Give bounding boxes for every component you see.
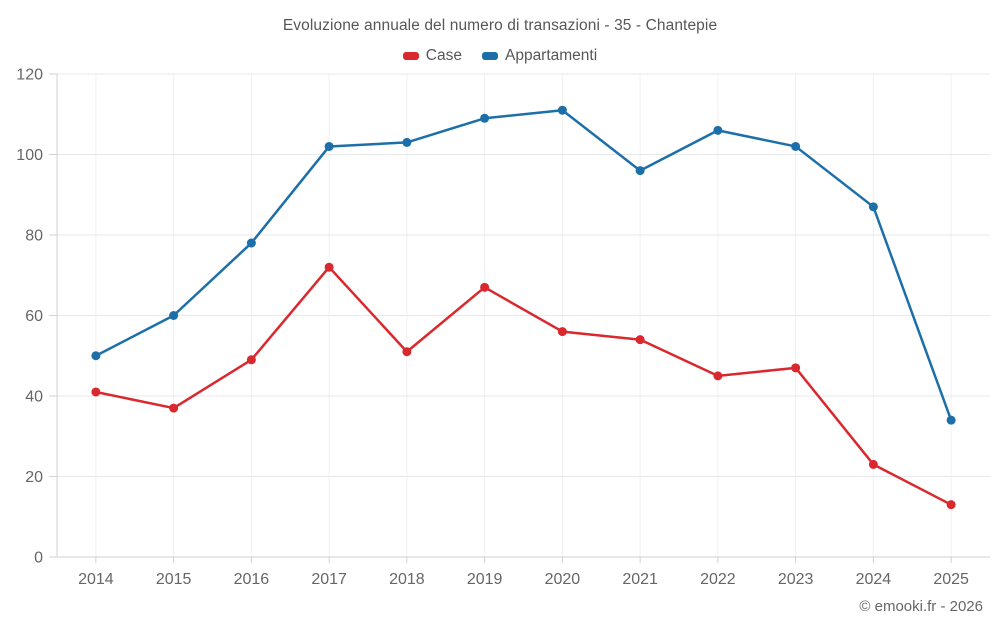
series-appartamenti: [91, 105, 956, 425]
data-point-appartamenti-2015[interactable]: [169, 311, 179, 320]
copyright-footer: © emooki.fr - 2026: [859, 598, 983, 615]
x-tick-label: 2020: [545, 571, 581, 588]
axes: [49, 73, 990, 563]
data-point-appartamenti-2014[interactable]: [91, 351, 101, 361]
legend-label-case: Case: [425, 47, 462, 64]
y-tick-label: 80: [25, 228, 43, 245]
data-point-case-2020[interactable]: [557, 327, 567, 337]
x-tick-label: 2024: [856, 571, 892, 588]
data-point-appartamenti-2024[interactable]: [868, 202, 878, 212]
legend-label-appartamenti: Appartamenti: [504, 47, 598, 64]
data-point-case-2023[interactable]: [791, 363, 801, 373]
y-tick-label: 120: [16, 67, 43, 84]
data-point-appartamenti-2025[interactable]: [946, 415, 956, 425]
data-point-case-2019[interactable]: [480, 282, 490, 292]
data-point-case-2017[interactable]: [324, 262, 334, 272]
series-line-case: [94, 265, 953, 506]
x-tick-label: 2016: [234, 571, 270, 588]
data-point-appartamenti-2022[interactable]: [713, 125, 723, 135]
x-tick-label: 2017: [311, 571, 347, 588]
x-tick-label: 2025: [933, 571, 969, 588]
data-point-appartamenti-2020[interactable]: [557, 105, 567, 115]
y-tick-label: 40: [25, 389, 43, 406]
data-point-appartamenti-2016[interactable]: [246, 238, 256, 248]
y-tick-label: 20: [25, 469, 43, 486]
x-tick-label: 2023: [778, 571, 814, 588]
y-tick-label: 60: [25, 308, 43, 325]
data-point-appartamenti-2017[interactable]: [324, 141, 334, 151]
gridlines: [57, 73, 990, 557]
x-tick-label: 2022: [700, 571, 736, 588]
data-point-case-2025[interactable]: [946, 500, 956, 510]
data-point-appartamenti-2018[interactable]: [402, 137, 412, 147]
chart-title: Evoluzione annuale del numero di transaz…: [282, 17, 718, 34]
x-tick-label: 2019: [467, 571, 503, 588]
data-point-case-2022[interactable]: [713, 371, 723, 381]
series-case: [91, 262, 956, 510]
x-tick-label: 2014: [78, 571, 114, 588]
data-point-case-2024[interactable]: [868, 459, 878, 469]
data-point-case-2015[interactable]: [169, 403, 179, 413]
data-point-appartamenti-2021[interactable]: [635, 166, 645, 176]
data-point-case-2021[interactable]: [635, 335, 645, 345]
series-line-appartamenti: [94, 108, 953, 422]
data-point-case-2016[interactable]: [246, 355, 256, 365]
x-tick-label: 2021: [622, 571, 658, 588]
x-tick-label: 2018: [389, 571, 425, 588]
x-tick-label: 2015: [156, 571, 192, 588]
legend-item-case[interactable]: Case: [402, 47, 462, 65]
y-tick-label: 0: [34, 550, 43, 567]
data-point-case-2014[interactable]: [91, 387, 101, 397]
legend-swatch-case-icon: [402, 52, 419, 60]
legend-item-appartamenti[interactable]: Appartamenti: [481, 47, 598, 65]
data-point-appartamenti-2019[interactable]: [480, 113, 490, 123]
legend: Case Appartamenti: [0, 47, 1000, 65]
axis-labels: 0 20 40 60 80 100 120 2014 2015 2016 2017 2018 2019 2…: [16, 67, 969, 589]
legend-swatch-appartamenti-icon: [481, 52, 498, 60]
y-tick-label: 100: [16, 147, 43, 164]
data-point-case-2018[interactable]: [402, 347, 412, 357]
data-point-appartamenti-2023[interactable]: [791, 141, 801, 151]
